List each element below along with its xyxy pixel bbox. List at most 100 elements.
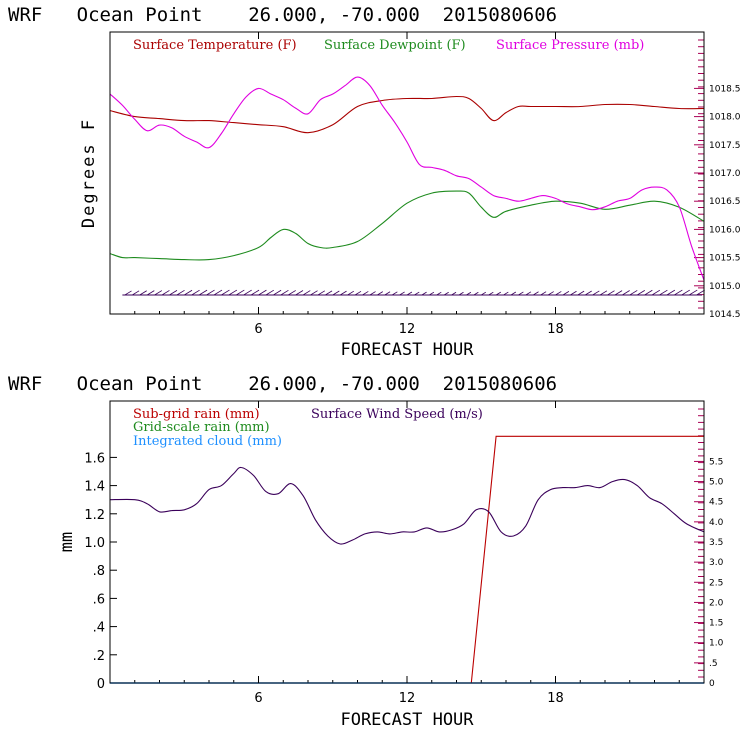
chart-2-left-tick-label: .8 xyxy=(93,564,105,579)
chart-1-x-axis: 6 12 18 xyxy=(254,32,564,337)
wind-barb xyxy=(213,289,223,296)
chart-2-series xyxy=(109,435,705,684)
chart-2-x-tick-label: 6 xyxy=(254,691,262,706)
wind-barb xyxy=(458,291,464,296)
chart-1-right-tick-label: 1016.5 xyxy=(709,197,740,207)
wind-barb xyxy=(287,290,296,296)
wind-barb xyxy=(302,290,311,296)
wind-barb xyxy=(488,291,494,296)
chart-2-left-tick-label: 1.2 xyxy=(84,508,105,523)
wind-barb xyxy=(443,291,449,296)
chart-1-right-tick-label: 1016.0 xyxy=(709,225,740,235)
wind-barb xyxy=(510,291,517,296)
chart-2-title: WRF Ocean Point 26.000, -70.000 20150806… xyxy=(8,373,557,395)
wind-barb xyxy=(347,290,355,296)
chart-2-right-tick-label: 1.5 xyxy=(709,619,723,629)
chart-2-left-tick-label: 1.0 xyxy=(84,536,105,551)
chart-1-plot-frame xyxy=(109,31,705,315)
chart-1-legend-temperature: Surface Temperature (F) xyxy=(133,38,297,53)
chart-1-wind-barbs xyxy=(122,289,705,296)
wind-barb xyxy=(696,289,705,296)
wind-barb xyxy=(466,291,472,296)
wind-barb xyxy=(332,290,340,296)
wind-barb xyxy=(325,290,333,296)
wind-barb xyxy=(495,291,502,296)
wind-barb xyxy=(265,289,274,296)
chart-2-legend-subgrid-rain: Sub-grid rain (mm) xyxy=(133,407,260,422)
wind-barb xyxy=(562,291,570,296)
wind-barb xyxy=(599,290,608,296)
series-wind-speed-line xyxy=(109,466,705,545)
chart-2-right-tick-label: 5.0 xyxy=(709,478,724,488)
wind-barb xyxy=(295,290,304,296)
wind-barb xyxy=(540,291,547,296)
wind-barb xyxy=(681,289,691,296)
wind-barb xyxy=(451,291,457,296)
chart-1-right-tick-label: 1015.5 xyxy=(709,254,740,264)
wind-barb xyxy=(429,291,435,296)
chart-1-y-axis-label: Degrees F xyxy=(79,118,99,228)
chart-2-legend-grid-rain: Grid-scale rain (mm) xyxy=(133,420,270,435)
chart-2-right-tick-label: 4.5 xyxy=(709,498,723,508)
chart-2-right-axis: 0 .5 1.0 1.5 2.0 2.5 3.0 3.5 4.0 4.5 5.0 5.5 xyxy=(694,457,724,689)
wind-barb xyxy=(629,290,638,296)
wind-barb xyxy=(339,290,347,296)
chart-1-x-tick-label: 18 xyxy=(547,322,564,337)
wind-barb xyxy=(622,290,630,296)
wind-barb xyxy=(473,291,479,296)
wind-barb xyxy=(525,291,532,296)
chart-2-left-axis: 0 .2 .4 .6 .8 1.0 1.2 1.4 1.6 xyxy=(84,451,117,692)
wind-barb xyxy=(191,289,200,296)
chart-2-left-tick-label: .4 xyxy=(93,621,105,636)
chart-2-x-axis: 6 12 18 xyxy=(254,401,564,706)
chart-1-right-tick-label: 1017.0 xyxy=(709,169,740,179)
chart-1-x-tick-label: 12 xyxy=(399,322,416,337)
chart-2-left-tick-label: 1.6 xyxy=(84,451,105,466)
wind-barb xyxy=(674,289,683,296)
wind-barb xyxy=(221,289,230,296)
wind-barb xyxy=(592,290,600,296)
chart-2-x-tick-label: 12 xyxy=(399,691,416,706)
wind-barb xyxy=(584,290,592,296)
chart-2-left-tick-label: .2 xyxy=(93,649,105,664)
series-subgrid-rain-line xyxy=(110,435,704,684)
wind-barb xyxy=(176,289,185,296)
wind-barb xyxy=(503,291,509,296)
chart-1-right-tick-label: 1018.5 xyxy=(709,84,740,94)
chart-1-minor-ticks xyxy=(134,39,704,314)
wind-barb xyxy=(198,289,208,296)
chart-2-legend-wind-speed: Surface Wind Speed (m/s) xyxy=(311,407,483,422)
wind-barb xyxy=(377,291,384,296)
series-pressure-line xyxy=(109,76,705,281)
wind-barb xyxy=(384,291,391,296)
wind-barb xyxy=(666,289,676,296)
wind-barb xyxy=(310,290,318,296)
wind-barb xyxy=(651,289,661,296)
wind-barb xyxy=(421,291,427,296)
chart-2-right-tick-label: 3.5 xyxy=(709,538,723,548)
chart-2-left-tick-label: .6 xyxy=(93,592,105,607)
chart-2-left-tick-label: 0 xyxy=(97,677,105,692)
wind-barb xyxy=(154,290,163,296)
wind-barb xyxy=(399,291,405,296)
wind-barb xyxy=(243,289,252,296)
chart-2-legend-cloud: Integrated cloud (mm) xyxy=(133,434,282,449)
wind-barb xyxy=(280,289,289,296)
chart-2-minor-ticks xyxy=(134,408,704,683)
chart-1-x-tick-label: 6 xyxy=(254,322,262,337)
chart-1-right-tick-label: 1015.0 xyxy=(709,282,740,292)
wind-barb xyxy=(555,291,562,296)
wind-barb xyxy=(570,290,577,296)
chart-1-title: WRF Ocean Point 26.000, -70.000 20150806… xyxy=(8,4,557,26)
chart-2-right-tick-label: 2.0 xyxy=(709,598,724,608)
chart-1-series xyxy=(109,76,705,281)
chart-2-right-tick-label: .5 xyxy=(709,659,718,669)
chart-2: WRF Ocean Point 26.000, -70.000 20150806… xyxy=(8,373,724,730)
chart-1-right-tick-label: 1014.5 xyxy=(709,310,740,320)
wind-barb xyxy=(659,289,668,296)
wind-barb xyxy=(481,291,487,296)
wind-barb xyxy=(547,291,554,296)
chart-1-right-tick-label: 1017.5 xyxy=(709,141,740,151)
wind-barb xyxy=(250,289,260,296)
